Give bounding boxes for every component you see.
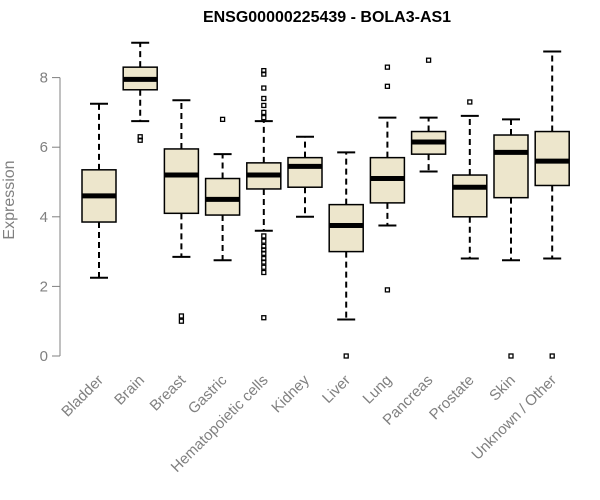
outlier-point <box>178 318 185 324</box>
iqr-box <box>287 156 323 188</box>
iqr-box <box>534 130 570 187</box>
x-tick-label: Lung <box>360 372 396 408</box>
outlier-point <box>137 134 143 140</box>
outlier-point <box>178 313 185 319</box>
x-tick-label: Kidney <box>268 371 313 416</box>
box-breast <box>163 99 200 324</box>
outlier-point <box>219 116 226 123</box>
x-tick-label: Liver <box>319 372 354 407</box>
outlier-point <box>343 353 349 359</box>
x-tick-label: Breast <box>147 371 190 414</box>
box-bladder <box>81 102 117 279</box>
y-tick-label: 8 <box>40 70 48 87</box>
iqr-box <box>163 148 200 215</box>
outlier-point <box>261 255 267 262</box>
chart-title: ENSG00000225439 - BOLA3-AS1 <box>203 9 451 26</box>
x-tick-label: Prostate <box>426 372 478 424</box>
box-unknown-other <box>534 50 570 359</box>
outlier-point <box>261 85 267 91</box>
plot-area <box>81 41 570 359</box>
outlier-point <box>261 269 267 276</box>
y-axis-label: Expression <box>1 160 18 239</box>
x-tick-label: Bladder <box>58 372 107 421</box>
outlier-point <box>384 287 391 293</box>
outlier-point <box>467 99 473 105</box>
outlier-point <box>261 315 267 321</box>
outlier-point <box>261 243 267 250</box>
outlier-point <box>384 64 391 70</box>
box-lung <box>369 64 406 293</box>
outlier-point <box>261 238 267 244</box>
box-kidney <box>287 135 323 218</box>
iqr-box <box>452 174 488 218</box>
box-hematopoietic-cells <box>246 67 282 321</box>
outlier-point <box>261 114 267 121</box>
outlier-point <box>384 83 391 89</box>
box-gastric <box>204 116 241 262</box>
outlier-point <box>261 95 267 102</box>
box-prostate <box>452 99 488 260</box>
outlier-point <box>549 353 555 359</box>
box-pancreas <box>410 57 447 173</box>
y-tick-label: 0 <box>40 348 48 365</box>
outlier-point <box>425 57 432 63</box>
box-liver <box>328 151 364 359</box>
box-skin <box>493 118 529 359</box>
outlier-point <box>261 233 267 239</box>
y-tick-label: 2 <box>40 278 48 295</box>
iqr-box <box>328 203 364 253</box>
y-tick-label: 6 <box>40 139 48 156</box>
x-tick-label: Skin <box>486 372 519 405</box>
outlier-point <box>508 353 514 359</box>
outlier-point <box>261 109 267 116</box>
y-axis: 0 2 4 6 8 <box>40 70 61 365</box>
outlier-point <box>261 102 267 109</box>
iqr-box <box>493 134 529 199</box>
y-tick-label: 4 <box>40 209 48 226</box>
iqr-box <box>204 177 241 216</box>
x-tick-label: Brain <box>111 372 148 409</box>
box-brain <box>122 41 158 143</box>
outlier-point <box>261 264 267 270</box>
outlier-point <box>261 67 267 74</box>
